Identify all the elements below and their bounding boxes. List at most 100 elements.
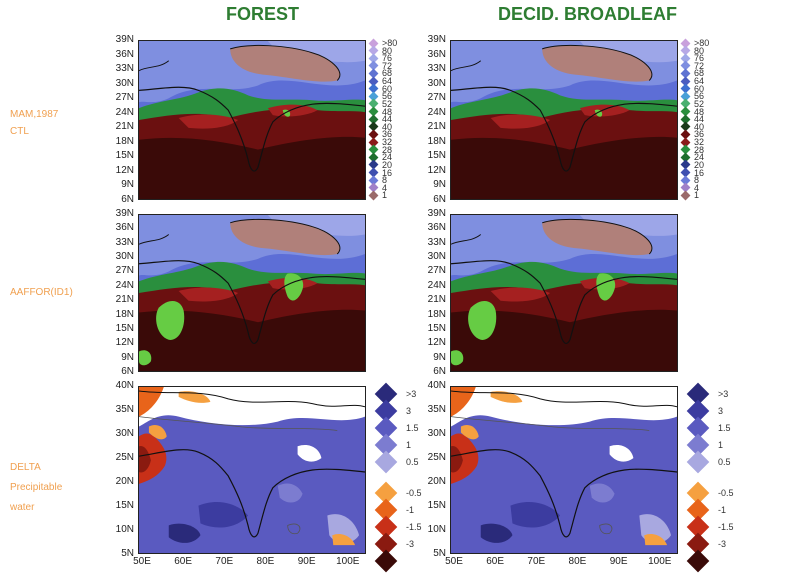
row-label-ctl: MAM,1987 CTL: [10, 106, 58, 140]
delta-legend-item: -1.5: [686, 515, 734, 539]
legend-item: 52: [368, 98, 393, 109]
legend-label: 32: [694, 137, 705, 148]
y-tick-label: 15N: [115, 150, 134, 162]
y-tick-label: 9N: [433, 351, 446, 363]
delta-map-decid-broadleaf: [450, 386, 678, 554]
y-axis-ticks: 39N 36N 33N 30N 27N 24N 21N 18N 15N 12N 9N 6N: [102, 34, 134, 205]
legend-label: 1: [694, 190, 700, 201]
legend-label: 8: [382, 175, 388, 186]
y-tick-label: 30N: [115, 251, 134, 263]
y-tick-label: 10N: [427, 524, 446, 535]
legend-item: 20: [368, 160, 392, 170]
delta-swatch-icon: [374, 450, 398, 474]
legend-label: 16: [694, 167, 705, 178]
legend-label: 24: [694, 152, 705, 163]
legend-item: 4: [368, 183, 387, 193]
delta-legend-label: -0.5: [406, 488, 422, 498]
delta-legend-item: 0.5: [686, 450, 731, 474]
y-tick-label: 21N: [115, 294, 134, 306]
y-tick-label: 30N: [427, 251, 446, 263]
y-tick-label: 35N: [427, 404, 446, 415]
x-tick-label: 100E: [336, 556, 360, 567]
y-axis-ticks: 40N 35N 30N 25N 20N 15N 10N 5N: [414, 380, 446, 559]
legend-label: 20: [694, 159, 705, 170]
y-tick-label: 36N: [427, 48, 446, 60]
legend-item: 20: [680, 159, 705, 170]
delta-swatch-icon: [686, 549, 710, 573]
legend-item: 24: [680, 152, 705, 163]
y-tick-label: 6N: [433, 366, 446, 377]
legend-item: 68: [368, 68, 392, 78]
x-tick-label: 60E: [174, 556, 193, 567]
legend-item: 40: [680, 121, 705, 132]
x-tick-label: 100E: [648, 556, 672, 567]
row-label-aaffor: AAFFOR(ID1): [10, 287, 73, 298]
column-title-forest: FOREST: [226, 4, 300, 24]
legend-item: 68: [680, 68, 704, 78]
delta-legend-label: -1.5: [718, 522, 734, 532]
delta-swatch-icon: [686, 450, 710, 474]
legend-label: 52: [382, 98, 393, 109]
y-tick-label: 18N: [427, 135, 446, 147]
legend-label: 40: [694, 121, 705, 132]
y-tick-label: 24N: [115, 279, 134, 291]
legend-label: 64: [694, 76, 705, 87]
legend-label: >80: [694, 38, 710, 48]
legend-item: 80: [368, 45, 393, 56]
delta-legend-item: 0.5: [374, 450, 419, 474]
y-tick-label: 30N: [115, 428, 134, 439]
legend-label: 48: [382, 106, 393, 117]
delta-legend-item: 3: [374, 399, 411, 423]
legend-item: 48: [680, 107, 704, 117]
delta-legend-item: >3: [374, 382, 416, 406]
legend-label: 44: [694, 114, 705, 125]
legend-label: 76: [382, 53, 393, 64]
legend-label: 64: [382, 76, 393, 87]
delta-legend-label: 1: [718, 440, 724, 450]
legend-item: 36: [680, 129, 705, 140]
y-tick-label: 33N: [115, 63, 134, 75]
legend-item: 56: [680, 91, 704, 101]
aff-map-forest: [138, 214, 366, 372]
delta-legend-item: -1: [374, 498, 414, 522]
y-tick-label: 9N: [121, 351, 134, 363]
legend-item: 72: [368, 61, 392, 71]
legend-item: 28: [368, 144, 393, 155]
delta-legend-item: >3: [686, 382, 728, 406]
y-tick-label: 12N: [115, 337, 134, 349]
legend-item: 76: [368, 53, 393, 64]
legend-label: 80: [694, 45, 705, 56]
delta-legend-item: 1.5: [686, 416, 731, 440]
y-tick-label: 15N: [115, 322, 134, 334]
legend-item: 76: [680, 53, 704, 63]
y-tick-label: 33N: [427, 63, 446, 75]
y-tick-label: 15N: [427, 150, 446, 162]
y-tick-label: 18N: [115, 135, 134, 147]
y-tick-label: 21N: [427, 121, 446, 133]
y-tick-label: 15N: [427, 322, 446, 334]
legend-item: 64: [368, 76, 393, 87]
legend-label: 60: [694, 83, 705, 94]
x-tick-label: 70E: [527, 556, 546, 567]
map-graphic: [139, 41, 365, 199]
legend-label: 36: [694, 129, 705, 140]
legend-label: 80: [382, 45, 393, 56]
legend-label: 4: [694, 182, 700, 193]
y-tick-label: 40N: [427, 380, 446, 391]
legend-label: 72: [694, 60, 705, 71]
y-tick-label: 36N: [115, 222, 134, 234]
y-tick-label: 27N: [115, 265, 134, 277]
delta-legend-item: -0.5: [686, 481, 734, 505]
map-graphic: [139, 215, 365, 371]
legend-label: 28: [382, 144, 393, 155]
legend-label: 32: [382, 137, 393, 148]
x-tick-label: 80E: [568, 556, 587, 567]
x-tick-label: 80E: [256, 556, 275, 567]
legend-item: 80: [680, 45, 705, 56]
x-tick-label: 50E: [445, 556, 463, 567]
y-tick-label: 27N: [427, 92, 446, 104]
y-tick-label: 20N: [427, 476, 446, 487]
legend-item: 1: [368, 190, 387, 200]
y-tick-label: 30N: [115, 77, 134, 89]
y-tick-label: 12N: [427, 164, 446, 176]
